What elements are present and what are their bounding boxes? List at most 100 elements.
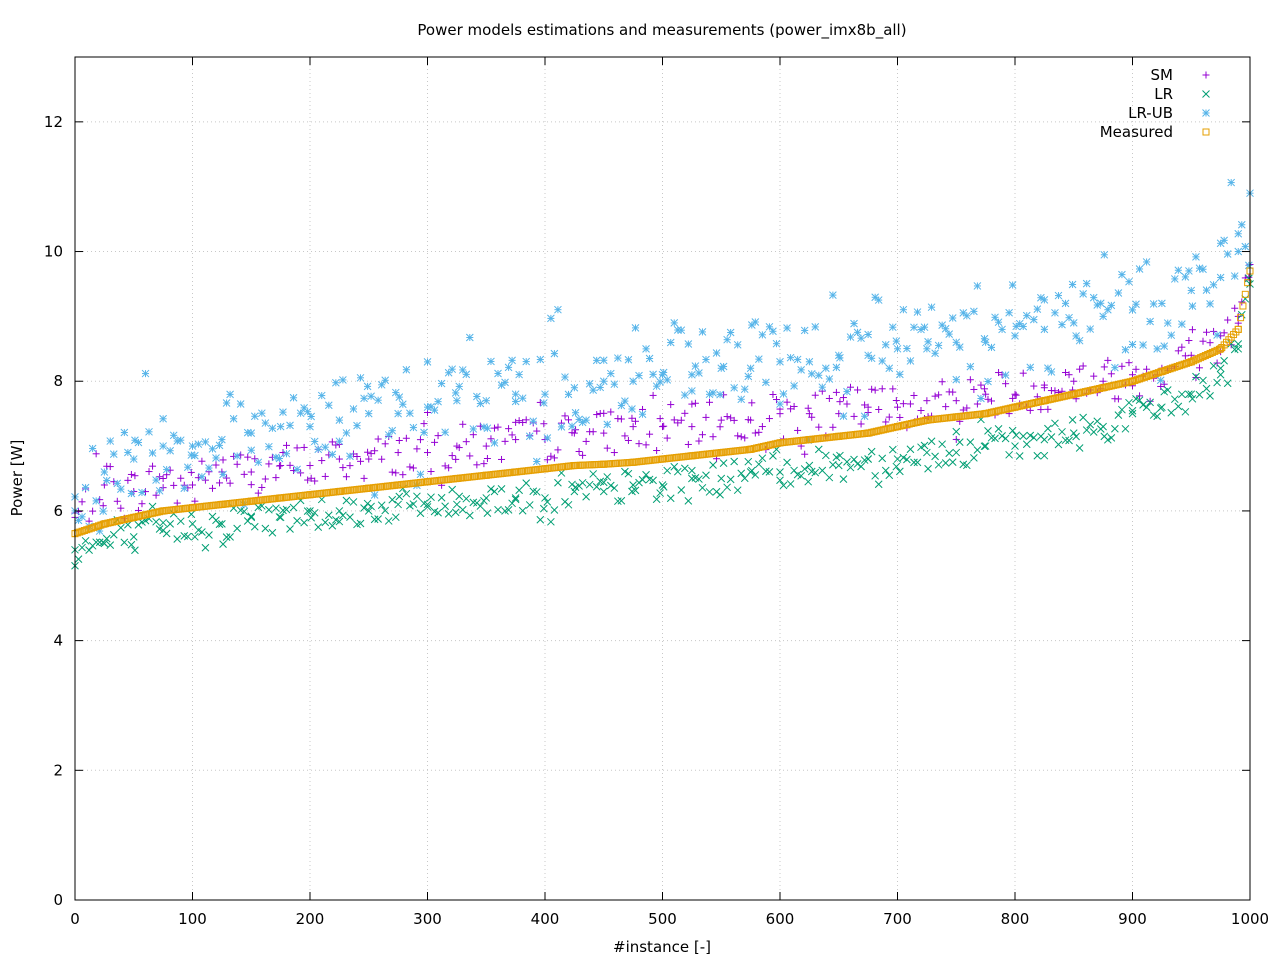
data-point [116,523,125,532]
data-point [1009,404,1017,412]
data-point [1204,351,1212,359]
data-point [1025,400,1033,408]
data-point [1217,345,1225,353]
data-point [102,534,111,543]
data-point [1118,362,1126,370]
data-point [1234,229,1243,238]
data-point [801,450,809,458]
data-point [374,515,383,523]
data-point [1069,429,1078,437]
data-point [459,420,467,428]
data-point [988,397,995,405]
data-point [543,498,552,506]
data-point [317,391,326,400]
data-point [505,425,513,433]
data-point [78,527,86,535]
data-point [395,436,403,444]
data-point [465,333,474,342]
legend-marker [1202,71,1210,79]
data-point [187,468,195,476]
data-point [1216,370,1225,379]
data-point [814,445,823,454]
data-point [1195,364,1203,372]
data-point [730,457,739,466]
data-point [963,404,971,412]
data-point [561,373,569,381]
data-point [825,375,834,383]
data-point [539,504,548,513]
data-point [952,435,960,443]
data-point [1177,320,1186,328]
data-point [1065,436,1073,445]
data-point [923,416,931,424]
data-point [349,450,357,458]
data-point [286,421,294,430]
data-point [769,452,777,460]
data-point [466,452,474,460]
data-point [282,449,291,458]
data-point [1188,394,1197,403]
data-point [822,432,830,440]
data-point [152,491,160,499]
data-point [709,433,717,441]
data-point [441,462,449,470]
data-point [1037,397,1045,405]
data-point [423,503,432,511]
data-point [1082,279,1091,288]
data-point [811,468,820,477]
data-point [377,380,386,389]
data-point [357,457,365,465]
data-point [797,365,806,374]
data-point [674,419,682,427]
x-axis-label: #instance [-] [613,938,711,956]
data-point [1220,329,1228,337]
data-point [760,442,768,450]
data-point [328,438,336,446]
data-point [966,438,975,446]
data-point [324,401,333,410]
data-point [515,417,523,425]
data-point [1142,403,1151,412]
data-point [1174,266,1183,275]
data-point [1170,395,1179,404]
data-point [434,397,442,406]
data-point [518,506,527,515]
data-point [511,390,520,399]
data-point [265,442,273,451]
data-point [656,378,665,386]
data-point [409,464,417,472]
data-point [1033,451,1042,460]
data-point [1216,364,1225,373]
data-point [318,457,326,465]
data-point [570,462,578,470]
data-point [658,370,667,379]
data-point [920,441,929,450]
data-point [666,494,675,503]
data-point [244,453,252,461]
data-point [190,532,199,541]
data-point [600,429,608,437]
data-point [1049,395,1057,403]
data-point [173,535,182,543]
data-point [751,429,759,437]
data-point [688,452,696,460]
data-point [346,452,354,461]
data-point [462,494,471,503]
data-point [353,453,361,461]
data-point [1192,253,1200,261]
data-point [543,434,552,442]
data-point [923,344,931,353]
data-point [1051,387,1059,395]
data-point [776,357,784,366]
data-point [367,502,375,511]
data-point [868,428,876,436]
data-point [659,423,666,431]
data-point [747,445,755,453]
data-point [504,363,513,372]
data-point [835,432,843,440]
data-point [134,438,143,447]
data-point [127,514,135,522]
data-point [1100,363,1108,371]
data-point [1178,343,1186,351]
data-point [483,455,491,463]
